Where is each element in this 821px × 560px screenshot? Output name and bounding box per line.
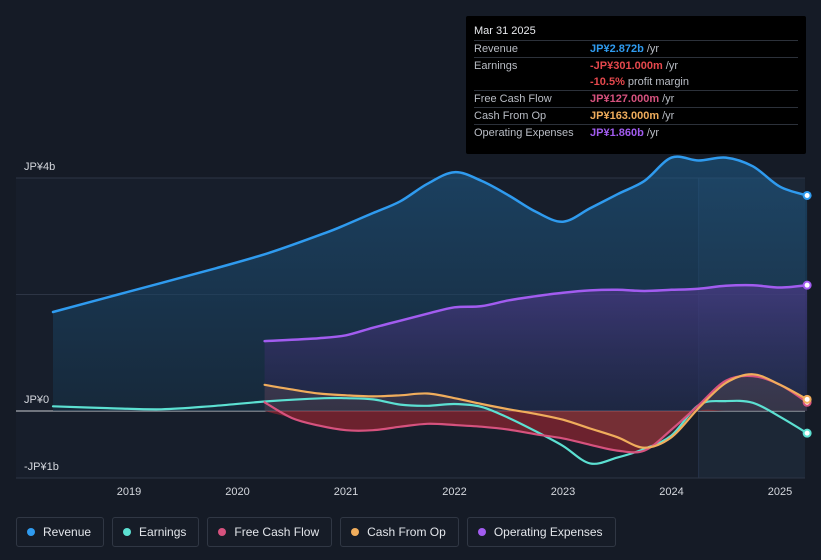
x-tick-label: 2021 xyxy=(334,486,358,498)
legend-label: Operating Expenses xyxy=(493,525,603,539)
x-tick-label: 2025 xyxy=(768,486,792,498)
tooltip-row: Operating Expenses JP¥1.860b/yr xyxy=(474,124,798,141)
tooltip-row-value: -JP¥301.000m xyxy=(590,60,663,72)
tooltip-row-suffix: /yr xyxy=(662,93,675,105)
x-tick-label: 2019 xyxy=(117,486,141,498)
earnings-end-point xyxy=(802,428,812,438)
tooltip-row-suffix: profit margin xyxy=(627,76,689,88)
x-tick-label: 2024 xyxy=(659,486,683,498)
legend: Revenue Earnings Free Cash Flow Cash From O… xyxy=(16,517,616,547)
operating-expenses-line xyxy=(263,283,809,343)
cash-from-op-line xyxy=(263,373,809,449)
tooltip-row-value: JP¥1.860b xyxy=(590,127,644,139)
tooltip-row-value: JP¥127.000m xyxy=(590,93,660,105)
legend-dot-icon xyxy=(123,528,132,536)
tooltip-panel: Mar 31 2025 Revenue JP¥2.872b/yr Earnings -… xyxy=(466,16,806,154)
tooltip-date: Mar 31 2025 xyxy=(474,25,536,37)
tooltip-row-value: -10.5% xyxy=(590,76,625,88)
legend-label: Free Cash Flow xyxy=(234,525,320,539)
cash-from-op-end-point xyxy=(802,394,812,404)
revenue-end-point xyxy=(802,190,812,200)
legend-label: Revenue xyxy=(43,525,92,539)
revenue-line xyxy=(51,155,809,314)
opex-area xyxy=(264,285,808,411)
x-tick-label: 2023 xyxy=(551,486,575,498)
free-cash-flow-line xyxy=(263,374,809,454)
tooltip-row: Free Cash Flow JP¥127.000m/yr xyxy=(474,90,798,107)
legend-dot-icon xyxy=(477,528,486,536)
tooltip-row: Cash From Op JP¥163.000m/yr xyxy=(474,107,798,124)
tooltip-row-label xyxy=(474,74,590,90)
tooltip-row: Earnings -JP¥301.000m/yr xyxy=(474,57,798,74)
legend-item-operating-expenses[interactable]: Operating Expenses xyxy=(466,517,616,547)
tooltip-row: -10.5% profit margin xyxy=(474,74,798,90)
y-tick-label: -JP¥1b xyxy=(24,461,59,473)
tooltip-row-value: JP¥163.000m xyxy=(590,110,660,122)
tooltip-row-label: Cash From Op xyxy=(474,110,547,122)
legend-dot-icon xyxy=(27,528,35,536)
operating-expenses-end-point xyxy=(802,280,812,290)
y-tick-label: JP¥0 xyxy=(24,394,49,406)
tooltip-row-suffix: /yr xyxy=(646,127,660,139)
tooltip-row-suffix: /yr xyxy=(646,43,660,55)
x-tick-label: 2022 xyxy=(442,486,466,498)
legend-item-revenue[interactable]: Revenue xyxy=(16,517,105,547)
tooltip-row-label: Free Cash Flow xyxy=(474,93,552,105)
legend-dot-icon xyxy=(351,528,360,536)
x-tick-label: 2020 xyxy=(225,486,249,498)
tooltip-row-value: JP¥2.872b xyxy=(590,43,644,55)
legend-item-free-cash-flow[interactable]: Free Cash Flow xyxy=(207,517,333,547)
tooltip-row-label: Earnings xyxy=(474,60,518,72)
tooltip-row-label: Operating Expenses xyxy=(474,127,574,139)
legend-label: Earnings xyxy=(139,525,187,539)
tooltip-row-suffix: /yr xyxy=(665,60,679,72)
legend-item-earnings[interactable]: Earnings xyxy=(112,517,200,547)
tooltip-row: Revenue JP¥2.872b/yr xyxy=(474,40,798,57)
y-tick-label: JP¥4b xyxy=(24,161,55,173)
tooltip-row-suffix: /yr xyxy=(662,110,675,122)
legend-dot-icon xyxy=(218,528,227,536)
legend-item-cash-from-op[interactable]: Cash From Op xyxy=(340,517,459,547)
legend-label: Cash From Op xyxy=(367,525,446,539)
tooltip-row-label: Revenue xyxy=(474,43,519,55)
